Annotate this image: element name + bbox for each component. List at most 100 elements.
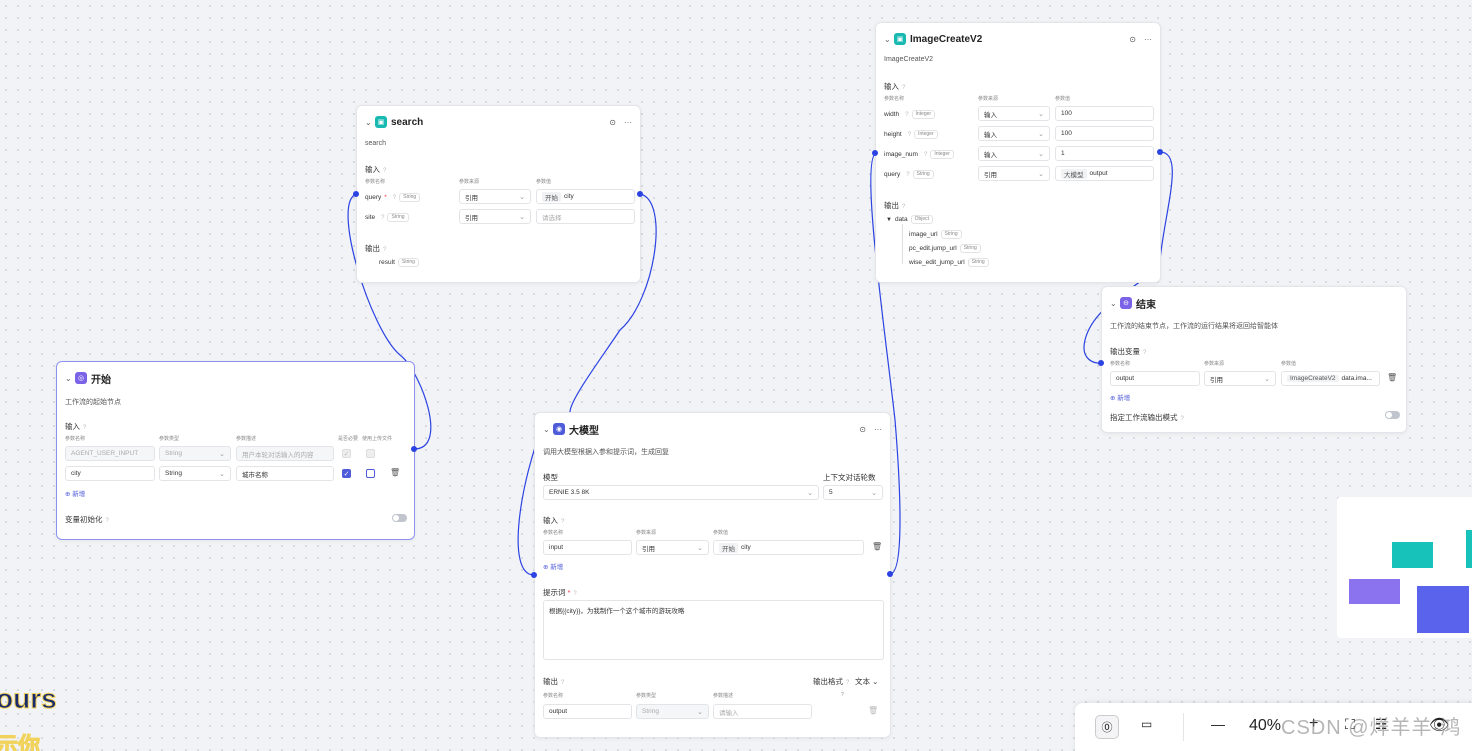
param-name-input: AGENT_USER_INPUT — [65, 446, 155, 461]
search-node-header[interactable]: ⌄ ▣ search ⊙ ··· — [365, 114, 632, 130]
llm-icon: ◉ — [553, 423, 565, 435]
required-checkbox[interactable]: ✓ — [342, 469, 351, 478]
trash-icon: 🗑 — [868, 706, 879, 715]
llm-input-port[interactable] — [531, 572, 537, 578]
add-param-button[interactable]: ⊕ 新增 — [543, 564, 564, 571]
end-node-header[interactable]: ⌄ ⊖ 结束 — [1110, 295, 1398, 311]
chevron-down-icon: ⌄ — [1038, 150, 1044, 158]
source-select[interactable]: 引用 ⌄ — [459, 209, 531, 224]
output-desc-input[interactable]: 请输入 — [713, 704, 812, 719]
start-node[interactable]: ⌄ ◎ 开始 工作流的起始节点 输入? 参数名称 参数类型 参数描述 是否必要 … — [56, 361, 415, 540]
col-header-type: 参数类型 — [636, 693, 657, 699]
chevron-down-icon[interactable]: ⌄ — [543, 424, 550, 434]
output-var-object[interactable]: ▼ data Object — [886, 215, 934, 224]
minimap[interactable] — [1337, 497, 1472, 638]
source-select[interactable]: 引用 ⌄ — [459, 189, 531, 204]
param-desc-input[interactable]: 城市名称 — [236, 466, 334, 481]
add-output-button[interactable]: ⊕ 新增 — [1110, 395, 1131, 402]
overlay-caption-1: ours — [0, 683, 57, 715]
col-header-required: 是否必要 — [338, 436, 359, 442]
value-ref-field[interactable]: 开始 city — [713, 540, 864, 555]
node-description: 工作流的起始节点 — [65, 399, 121, 406]
source-select[interactable]: 引用 ⌄ — [978, 166, 1050, 181]
col-header-value: 参数值 — [1281, 361, 1297, 367]
chevron-down-icon[interactable]: ⌄ — [65, 373, 72, 383]
run-icon[interactable]: ⊙ — [859, 424, 866, 434]
image-input-port[interactable] — [872, 150, 878, 156]
more-icon[interactable]: ··· — [1144, 34, 1152, 44]
output-name-input[interactable]: output — [543, 704, 632, 719]
image-plugin-icon: ▣ — [894, 33, 906, 45]
search-input-port[interactable] — [353, 191, 359, 197]
llm-node-header[interactable]: ⌄ ◉ 大模型 ⊙ ··· — [543, 421, 882, 437]
eye-icon[interactable]: 👁 — [1429, 717, 1450, 734]
stream-mode-toggle[interactable] — [1385, 411, 1400, 419]
chevron-down-icon[interactable]: ⌄ — [1110, 298, 1117, 308]
comment-icon[interactable]: ▭ — [1141, 717, 1153, 731]
trash-icon[interactable]: 🗑 — [390, 468, 401, 477]
param-name-input[interactable]: city — [65, 466, 155, 481]
output-name-input[interactable]: output — [1110, 371, 1200, 386]
chevron-down-icon: ⌄ — [1038, 130, 1044, 138]
col-header-type: 参数类型 — [159, 436, 180, 442]
end-input-port[interactable] — [1098, 360, 1104, 366]
pointer-mode-icon[interactable]: ⓪ — [1095, 715, 1119, 739]
add-param-button[interactable]: ⊕ 新增 — [65, 491, 86, 498]
end-node[interactable]: ⌄ ⊖ 结束 工作流的结束节点，工作流的运行结果将返回给智能体 输出变量? 参数… — [1101, 286, 1407, 433]
output-vars-label: 输出变量? — [1110, 347, 1147, 356]
value-ref-field[interactable]: 开始 city — [536, 189, 635, 204]
model-select[interactable]: ERNIE 3.5 8K ⌄ — [543, 485, 819, 500]
param-type-select[interactable]: String ⌄ — [159, 466, 231, 481]
context-rounds-select[interactable]: 5 ⌄ — [823, 485, 883, 500]
fit-view-icon[interactable]: ⛶ — [1345, 716, 1355, 732]
imagecreate-node-header[interactable]: ⌄ ▣ ImageCreateV2 ⊙ ··· — [884, 31, 1152, 47]
more-icon[interactable]: ··· — [874, 424, 882, 434]
prompt-textarea[interactable]: 根据{{city}}，为我制作一个这个城市的游玩攻略 — [543, 600, 884, 660]
source-select[interactable]: 输入 ⌄ — [978, 106, 1050, 121]
value-ref-field[interactable]: ImageCreateV2 data.ima... — [1281, 371, 1380, 386]
search-output-port[interactable] — [637, 191, 643, 197]
image-output-port[interactable] — [1157, 149, 1163, 155]
zoom-level: 40% — [1249, 717, 1282, 734]
trash-icon[interactable]: 🗑 — [872, 542, 883, 551]
model-label: 模型 — [543, 473, 558, 482]
run-icon[interactable]: ⊙ — [609, 117, 616, 127]
output-type-select: String ⌄ — [636, 704, 709, 719]
context-label: 上下文对话轮数 — [823, 473, 876, 482]
layout-icon[interactable]: ☷ — [1375, 716, 1388, 732]
source-select[interactable]: 输入 ⌄ — [978, 146, 1050, 161]
node-description: 工作流的结束节点，工作流的运行结果将返回给智能体 — [1110, 323, 1278, 330]
chevron-down-icon[interactable]: ⌄ — [365, 117, 372, 127]
zoom-in-button[interactable]: + — [1309, 715, 1319, 732]
more-icon[interactable]: ··· — [624, 117, 632, 127]
start-node-header[interactable]: ⌄ ◎ 开始 — [65, 370, 406, 386]
output-format-select[interactable]: 文本 ⌄ — [855, 677, 879, 686]
zoom-out-button[interactable]: — — [1211, 716, 1225, 732]
source-select[interactable]: 引用 ⌄ — [636, 540, 709, 555]
value-select[interactable]: 请选择 — [536, 209, 635, 224]
search-node[interactable]: ⌄ ▣ search ⊙ ··· search 输入? 参数名称 参数来源 参数值… — [356, 105, 641, 283]
param-name: image_num? Integer — [884, 150, 954, 159]
persist-toggle[interactable] — [392, 514, 407, 522]
col-header-name: 参数名称 — [365, 179, 386, 185]
value-ref-field[interactable]: 大模型 output — [1055, 166, 1154, 181]
canvas-toolbar: ⓪ ▭ — 40% + ⛶ ☷ 👁 — [1075, 703, 1472, 751]
source-select[interactable]: 输入 ⌄ — [978, 126, 1050, 141]
imagecreate-node[interactable]: ⌄ ▣ ImageCreateV2 ⊙ ··· ImageCreateV2 输入?… — [875, 22, 1161, 283]
minimap-node — [1466, 530, 1472, 568]
run-icon[interactable]: ⊙ — [1129, 34, 1136, 44]
value-input[interactable]: 100 — [1055, 126, 1154, 141]
trash-icon[interactable]: 🗑 — [1387, 373, 1398, 382]
chevron-down-icon: ⌄ — [697, 544, 703, 552]
chevron-down-icon[interactable]: ⌄ — [884, 34, 891, 44]
upload-checkbox[interactable] — [366, 469, 375, 478]
col-header-name: 参数名称 — [884, 96, 905, 102]
source-select[interactable]: 引用 ⌄ — [1204, 371, 1276, 386]
value-input[interactable]: 100 — [1055, 106, 1154, 121]
param-name-input[interactable]: input — [543, 540, 632, 555]
overlay-caption-2: 示你 — [0, 733, 41, 751]
value-input[interactable]: 1 — [1055, 146, 1154, 161]
llm-node[interactable]: ⌄ ◉ 大模型 ⊙ ··· 调用大模型根据入参和提示词，生成回复 模型 上下文对话… — [534, 412, 891, 738]
start-output-port[interactable] — [411, 446, 417, 452]
llm-output-port[interactable] — [887, 571, 893, 577]
